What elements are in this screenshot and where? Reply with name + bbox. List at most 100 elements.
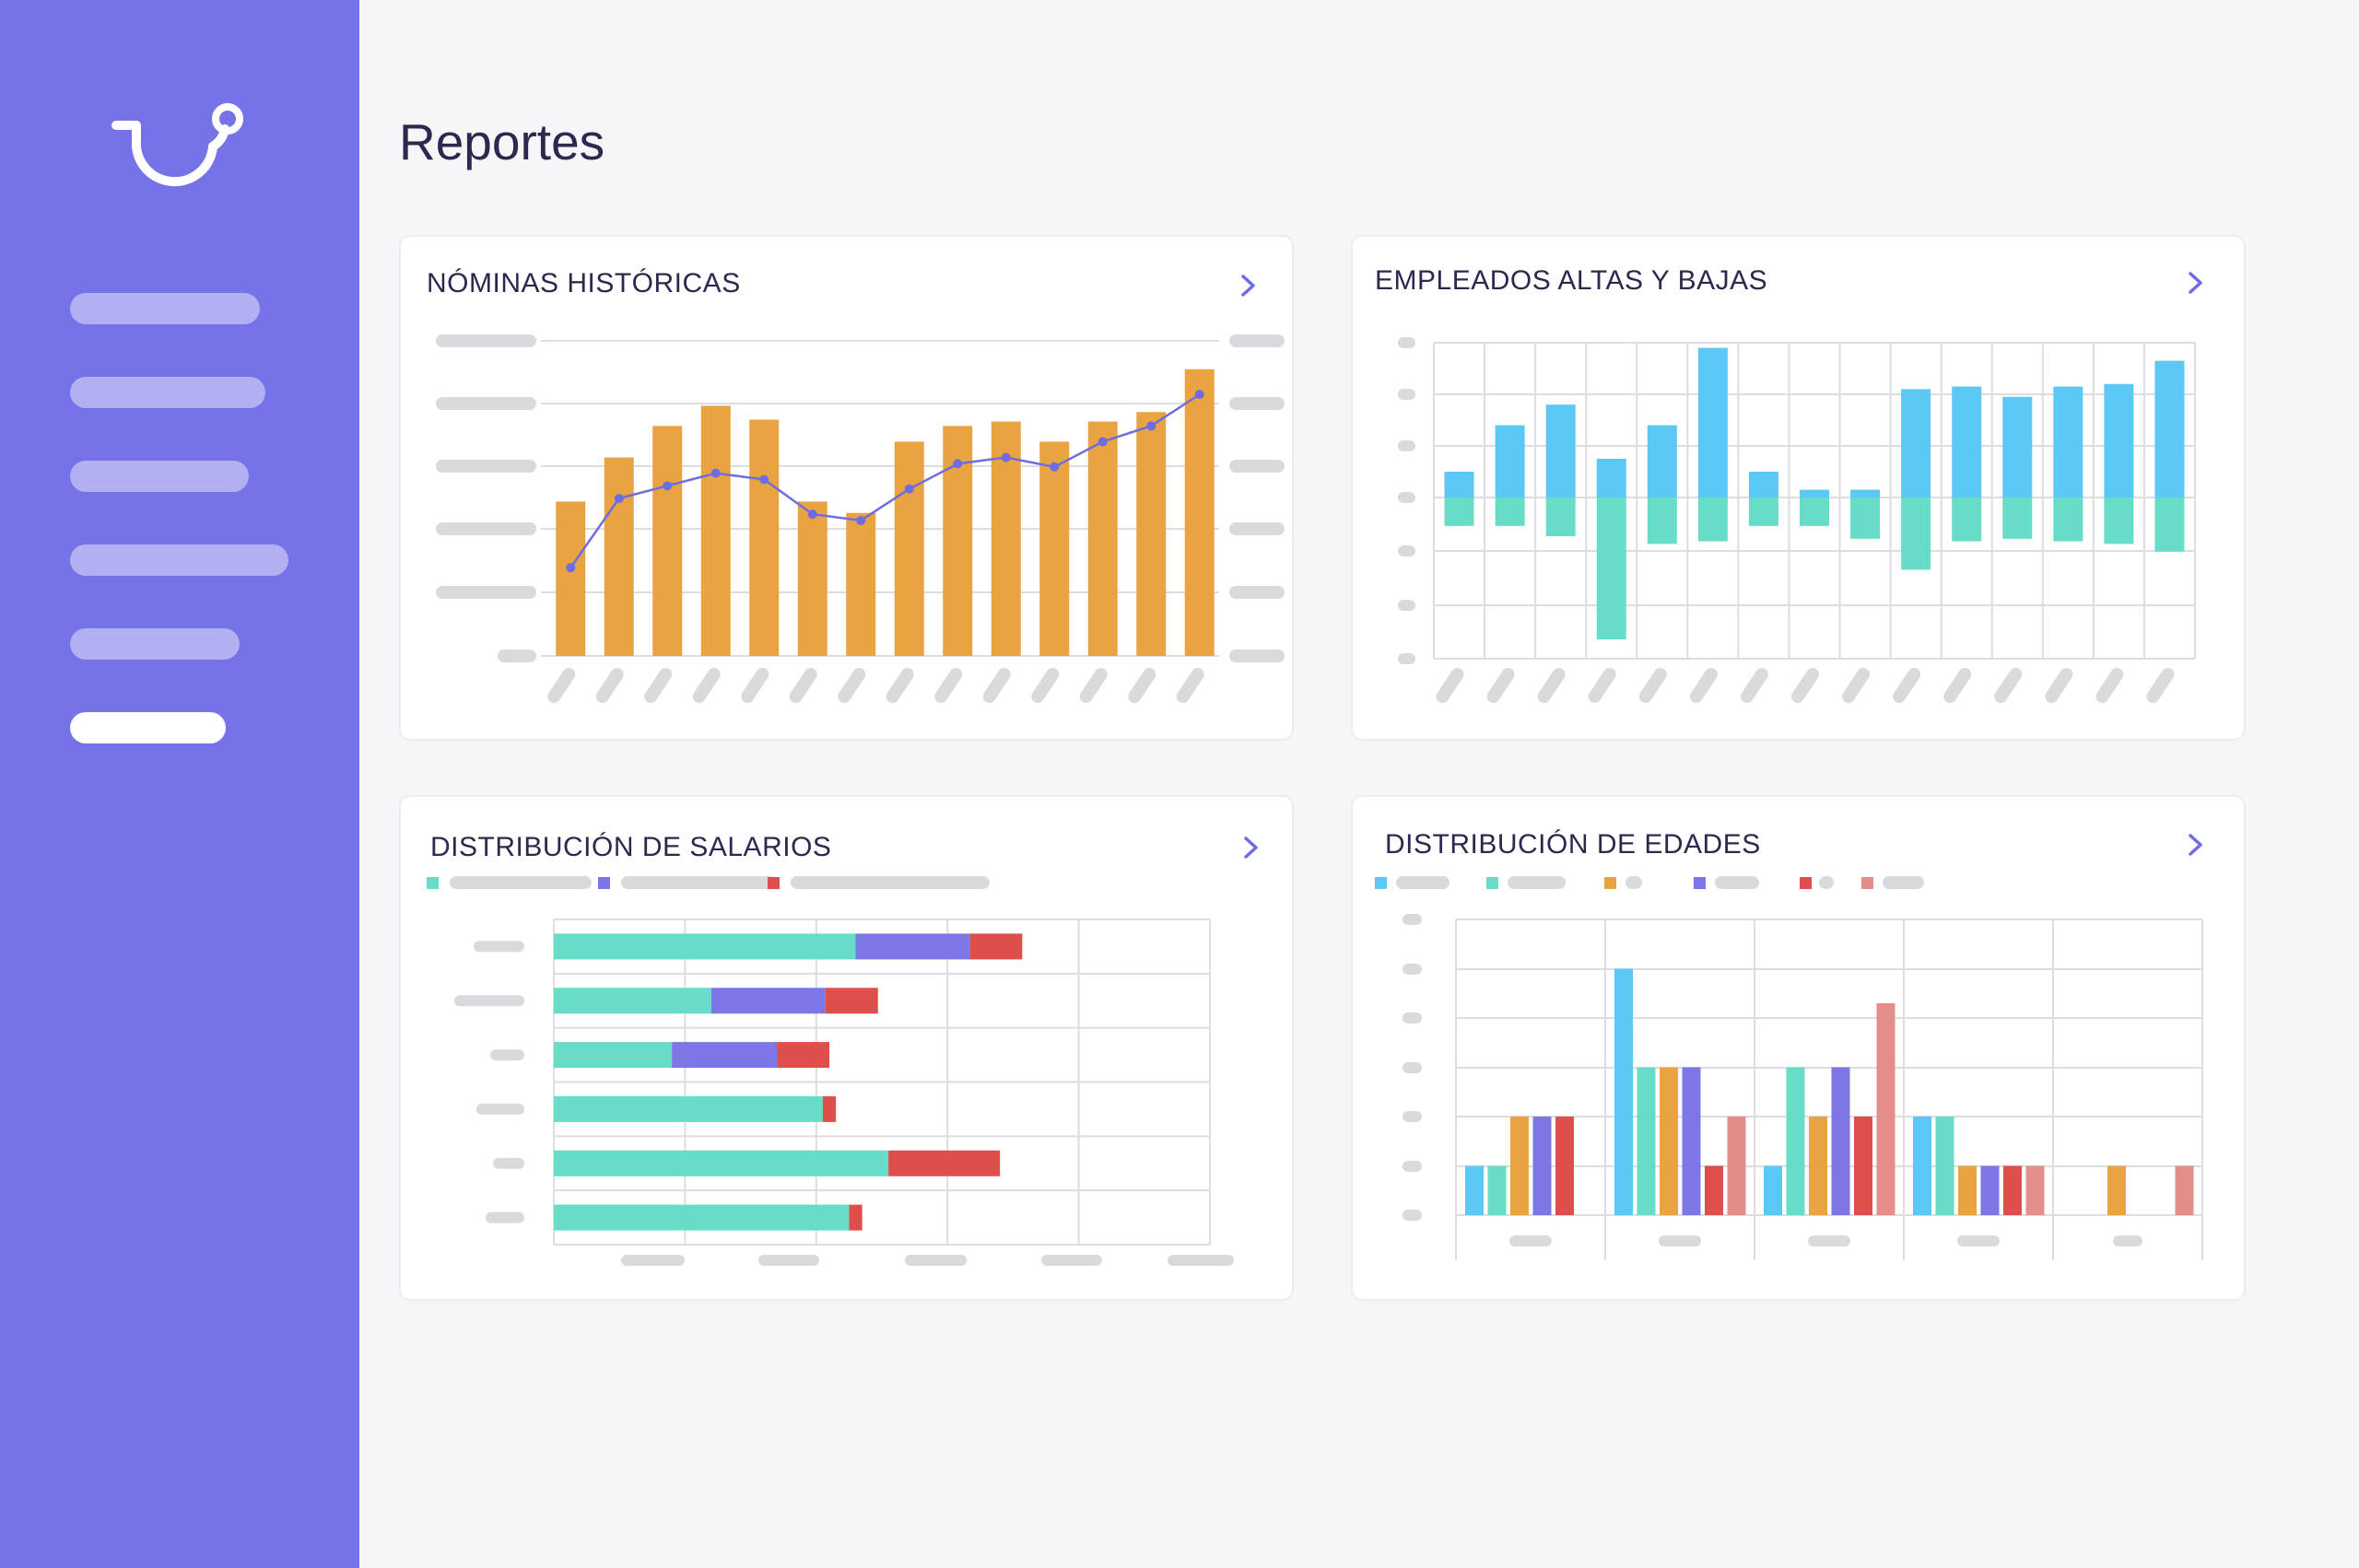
- page-title: Reportes: [399, 113, 605, 170]
- card-title-ages: DISTRIBUCIÓN DE EDADES: [1385, 829, 1761, 860]
- bar-segment: [855, 933, 970, 960]
- bar-segment: [710, 988, 826, 1014]
- line-point: [1050, 462, 1060, 472]
- legend-swatch: [1694, 877, 1706, 889]
- bar-altas: [1952, 386, 1982, 497]
- bar-altas: [1444, 472, 1474, 497]
- bar-bajas: [1495, 497, 1525, 526]
- bar-segment: [822, 1095, 837, 1122]
- line-point: [1194, 390, 1204, 400]
- bar: [1039, 441, 1070, 656]
- bar-altas: [2154, 360, 2185, 497]
- bar-bajas: [1697, 497, 1728, 542]
- card-salaries: DISTRIBUCIÓN DE SALARIOS: [399, 795, 1294, 1301]
- card-ages: DISTRIBUCIÓN DE EDADES: [1351, 795, 2246, 1301]
- bar: [1980, 1165, 2000, 1215]
- chevron-right-icon[interactable]: [1235, 270, 1262, 301]
- card-title-hires: EMPLEADOS ALTAS Y BAJAS: [1375, 265, 1768, 296]
- chevron-right-icon[interactable]: [1238, 832, 1265, 863]
- card-title-salaries: DISTRIBUCIÓN DE SALARIOS: [430, 832, 832, 862]
- nav-item-2[interactable]: [70, 377, 265, 408]
- x-tick-label: [1994, 668, 2023, 703]
- bar-altas: [1495, 425, 1525, 497]
- bar-altas: [2002, 396, 2033, 497]
- bar: [1136, 412, 1167, 656]
- bar-segment: [554, 1095, 823, 1122]
- chevron-right-icon[interactable]: [2182, 267, 2210, 298]
- card-title-payroll: NÓMINAS HISTÓRICAS: [427, 268, 741, 298]
- legend-swatch: [768, 877, 780, 889]
- x-tick-label: [1031, 668, 1060, 703]
- bar: [1682, 1067, 1701, 1215]
- bar: [1637, 1067, 1656, 1215]
- x-tick-label: [741, 668, 769, 703]
- legend-swatch: [1375, 877, 1387, 889]
- bar-bajas: [2104, 497, 2134, 544]
- line-point: [566, 563, 576, 573]
- bar: [1487, 1165, 1507, 1215]
- bar-segment: [969, 933, 1023, 960]
- x-tick-label: [1128, 668, 1156, 703]
- line-point: [759, 474, 769, 485]
- bar: [2003, 1165, 2022, 1215]
- bar-altas: [1901, 389, 1931, 497]
- nav-item-4[interactable]: [70, 544, 288, 576]
- bar-bajas: [1800, 497, 1829, 526]
- legend-swatch: [1604, 877, 1616, 889]
- nav-item-5[interactable]: [70, 628, 240, 660]
- x-tick-label: [1893, 668, 1921, 703]
- bar: [797, 501, 827, 656]
- bar: [604, 457, 634, 656]
- bar-segment: [849, 1204, 863, 1231]
- line-point: [1001, 452, 1011, 462]
- bar-bajas: [1850, 497, 1881, 539]
- legend-swatch: [1486, 877, 1498, 889]
- x-tick-label: [692, 668, 721, 703]
- bar-bajas: [1444, 497, 1474, 526]
- bar: [1958, 1165, 1977, 1215]
- x-tick-label: [1436, 668, 1464, 703]
- x-tick-label: [1176, 668, 1204, 703]
- bar-altas: [1748, 472, 1778, 497]
- bar: [1532, 1117, 1552, 1215]
- bar-segment: [672, 1042, 778, 1069]
- x-tick-label: [1740, 668, 1768, 703]
- bar-altas: [2053, 386, 2083, 497]
- bar: [2025, 1165, 2045, 1215]
- x-tick-label: [1537, 668, 1566, 703]
- bar: [1614, 968, 1633, 1215]
- line-point: [1097, 437, 1108, 447]
- bar: [1465, 1165, 1484, 1215]
- bar-bajas: [1901, 497, 1931, 570]
- bar-bajas: [1647, 497, 1677, 544]
- bar: [1786, 1067, 1805, 1215]
- x-tick-label: [934, 668, 963, 703]
- line-point: [953, 459, 963, 469]
- bar-bajas: [2002, 497, 2033, 539]
- x-tick-label: [789, 668, 817, 703]
- bar-segment: [554, 1204, 850, 1231]
- x-tick-label: [1943, 668, 1972, 703]
- trend-line: [569, 393, 1201, 568]
- logo-icon[interactable]: [109, 103, 256, 195]
- bar-segment: [554, 1150, 889, 1176]
- chart-salaries: [427, 876, 1234, 1266]
- bar: [1705, 1165, 1723, 1215]
- line-point: [710, 468, 721, 478]
- bar: [1913, 1117, 1931, 1215]
- bar: [1764, 1165, 1782, 1215]
- nav-item-reportes[interactable]: [70, 712, 226, 743]
- chart-hires: [1398, 337, 2196, 703]
- x-tick-label: [1486, 668, 1515, 703]
- bar: [1555, 1117, 1574, 1215]
- line-point: [614, 494, 624, 503]
- legend-swatch: [598, 877, 610, 889]
- card-payroll: NÓMINAS HISTÓRICAS: [399, 235, 1294, 741]
- x-tick-label: [1842, 668, 1871, 703]
- nav-item-1[interactable]: [70, 293, 260, 324]
- chart-payroll: [436, 334, 1285, 703]
- nav-item-3[interactable]: [70, 461, 249, 492]
- x-tick-label: [838, 668, 866, 703]
- chevron-right-icon[interactable]: [2182, 829, 2210, 860]
- bar-altas: [1596, 459, 1626, 497]
